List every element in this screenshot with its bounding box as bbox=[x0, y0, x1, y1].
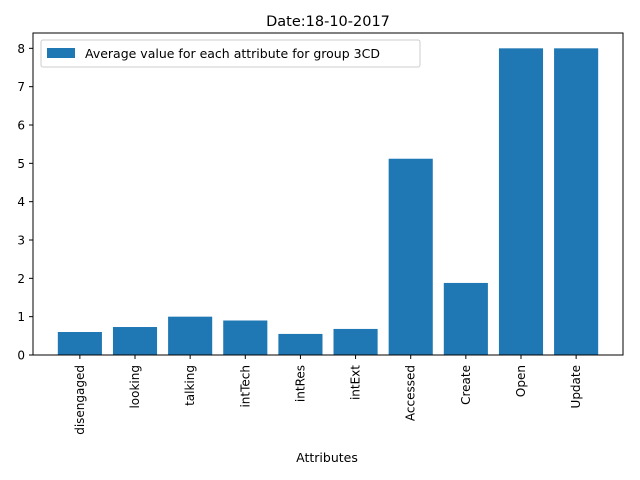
y-tick-label: 2 bbox=[17, 272, 25, 286]
y-tick-label: 6 bbox=[17, 119, 25, 133]
legend-label: Average value for each attribute for gro… bbox=[85, 46, 380, 61]
x-tick-label: intExt bbox=[349, 365, 363, 400]
legend-box bbox=[40, 39, 421, 68]
bar-intext bbox=[333, 328, 378, 355]
x-tick-label: disengaged bbox=[73, 365, 87, 435]
bar-looking bbox=[112, 327, 158, 355]
x-axis-label: Attributes bbox=[296, 450, 358, 465]
bar-intres bbox=[278, 333, 323, 355]
legend-swatch bbox=[47, 48, 75, 58]
x-tick-label: intTech bbox=[238, 365, 252, 408]
y-tick-label: 4 bbox=[17, 195, 25, 209]
bar-disengaged bbox=[57, 332, 102, 355]
chart-title: Date:18-10-2017 bbox=[266, 14, 390, 30]
x-tick-label: Open bbox=[514, 365, 528, 397]
bar-inttech bbox=[223, 320, 268, 355]
plot-frame bbox=[32, 32, 624, 356]
x-tick-label: talking bbox=[183, 365, 197, 406]
x-axis: disengaged looking talking intTech intRes int… bbox=[73, 355, 583, 435]
legend: Average value for each attribute for gro… bbox=[40, 39, 421, 68]
x-tick-label: intRes bbox=[293, 365, 307, 402]
y-tick-label: 5 bbox=[17, 157, 25, 171]
x-tick-label: Accessed bbox=[404, 365, 418, 421]
y-tick-label: 3 bbox=[17, 234, 25, 248]
x-tick-label: Update bbox=[569, 365, 583, 408]
bar-update bbox=[554, 48, 599, 355]
y-tick-label: 8 bbox=[17, 42, 25, 56]
bar-open bbox=[498, 48, 544, 355]
y-tick-label: 1 bbox=[17, 310, 25, 324]
bar-accessed bbox=[388, 158, 433, 355]
bars-group bbox=[57, 48, 599, 355]
y-tick-label: 7 bbox=[17, 80, 25, 94]
bar-create bbox=[443, 282, 488, 355]
x-tick-label: Create bbox=[459, 365, 473, 405]
x-tick-label: looking bbox=[128, 365, 142, 409]
y-axis: 0 1 2 3 4 5 6 7 8 bbox=[17, 42, 33, 363]
y-tick-label: 0 bbox=[17, 349, 25, 363]
bar-talking bbox=[168, 316, 213, 355]
